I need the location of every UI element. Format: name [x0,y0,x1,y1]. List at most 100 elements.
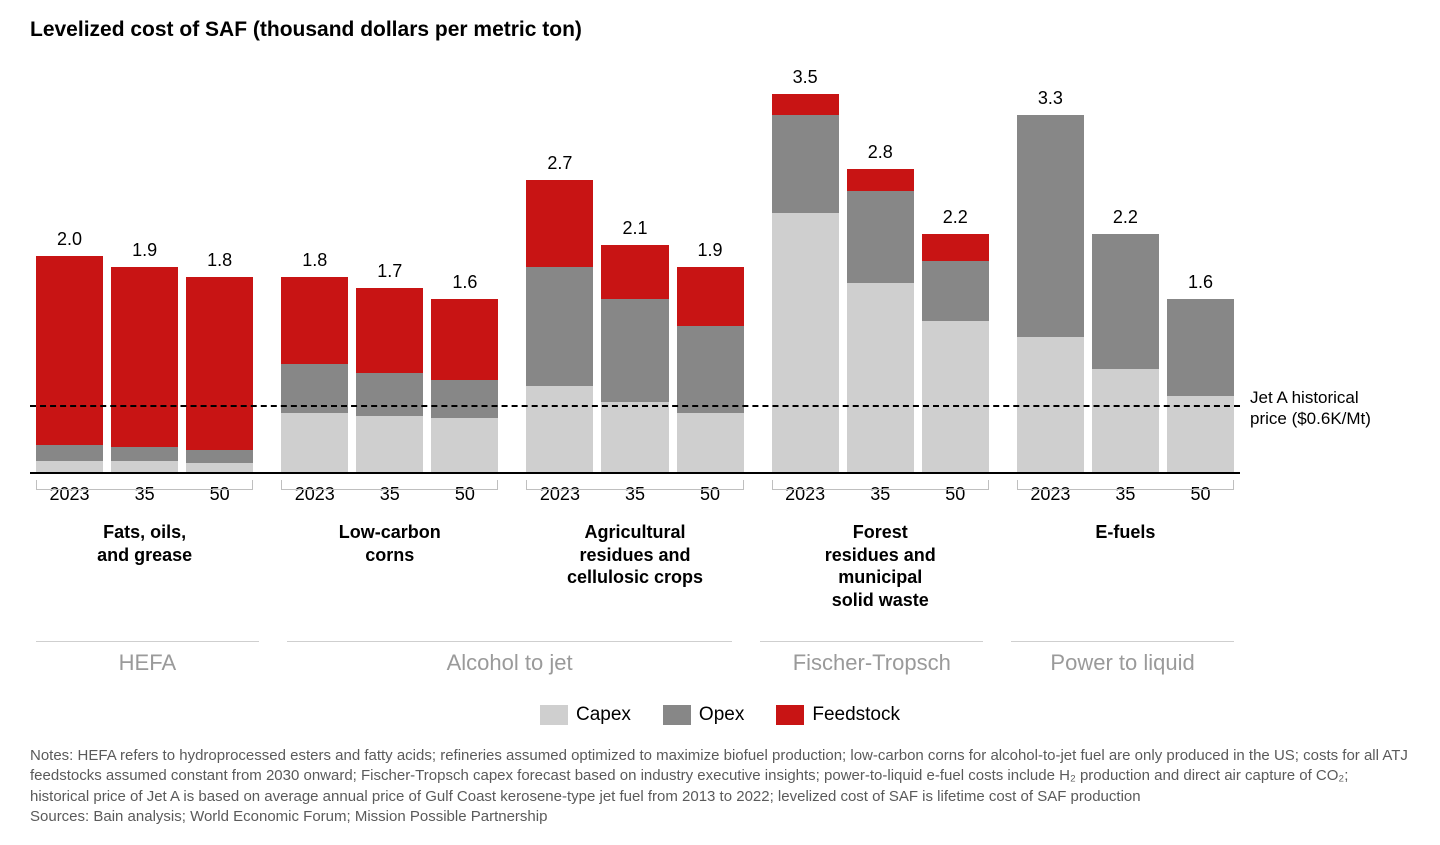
bar-segment-feedstock [772,94,839,116]
bar-group: 3.3 2.2 1.6 [1017,74,1234,472]
bar-column: 2.2 [1092,74,1159,472]
bar-column: 3.3 [1017,74,1084,472]
bar-segment-capex [1167,396,1234,472]
bar-segment-capex [677,413,744,472]
bar-segment-feedstock [526,180,593,266]
stacked-bar [281,277,348,472]
bar-total-label: 2.7 [547,153,572,174]
bar-total-label: 1.9 [132,240,157,261]
bar-column: 3.5 [772,74,839,472]
feedstock-label: Forestresidues andmunicipalsolid waste [772,521,989,611]
bar-total-label: 2.8 [868,142,893,163]
legend-swatch [776,705,804,725]
stacked-bar [1092,234,1159,472]
year-label: 35 [356,480,423,505]
chart-title: Levelized cost of SAF (thousand dollars … [30,18,1410,42]
bar-segment-capex [772,213,839,472]
bar-total-label: 1.6 [452,272,477,293]
bar-segment-feedstock [111,267,178,448]
bar-segment-opex [36,445,103,461]
bar-segment-capex [601,402,668,472]
pathway-label: Fischer-Tropsch [760,641,983,676]
legend-swatch [663,705,691,725]
pathway-label: Alcohol to jet [287,641,733,676]
stacked-bar [1167,299,1234,472]
bar-segment-capex [1092,369,1159,472]
year-label: 2023 [36,480,103,505]
bar-segment-opex [186,450,253,463]
feedstock-label: E-fuels [1017,521,1234,611]
year-label: 35 [111,480,178,505]
stacked-bar [677,267,744,472]
bar-segment-feedstock [847,169,914,191]
bar-segment-capex [431,418,498,472]
bar-total-label: 1.9 [698,240,723,261]
stacked-bar [1017,115,1084,472]
bar-segment-capex [111,461,178,472]
bar-segment-feedstock [281,277,348,363]
bar-segment-opex [772,115,839,212]
stacked-bar [111,267,178,472]
legend-item: Feedstock [776,704,900,726]
year-label: 50 [922,480,989,505]
year-row: 2023355020233550202335502023355020233550 [30,474,1240,505]
jet-a-refline-label: Jet A historical price ($0.6K/Mt) [1250,387,1410,430]
bar-segment-capex [36,461,103,472]
bar-segment-opex [1017,115,1084,337]
stacked-bar [186,277,253,472]
chart-wrap: 2.0 1.9 1.8 1.8 1.7 1.6 2.7 2.1 1.9 3.5 2.8 2.2 3.3 2… [30,74,1410,474]
bar-total-label: 2.2 [1113,207,1138,228]
bar-total-label: 2.0 [57,229,82,250]
notes-text: Notes: HEFA refers to hydroprocessed est… [30,746,1410,807]
bar-segment-capex [356,416,423,472]
bar-column: 1.8 [186,74,253,472]
bar-segment-feedstock [186,277,253,450]
legend-item: Capex [540,704,631,726]
feedstock-label: Agriculturalresidues andcellulosic crops [526,521,743,611]
bar-column: 2.1 [601,74,668,472]
pathway-label: Power to liquid [1011,641,1234,676]
year-group: 20233550 [36,480,253,505]
bar-segment-capex [526,386,593,472]
bar-total-label: 2.1 [622,218,647,239]
stacked-bar [526,180,593,472]
bar-segment-capex [186,463,253,472]
refline-label-l2: price ($0.6K/Mt) [1250,409,1371,428]
bar-segment-opex [356,373,423,416]
year-label: 50 [1167,480,1234,505]
bar-total-label: 1.7 [377,261,402,282]
bar-segment-opex [431,380,498,418]
pathway-label: HEFA [36,641,259,676]
legend-label: Opex [699,704,744,726]
bar-total-label: 2.2 [943,207,968,228]
legend-item: Opex [663,704,744,726]
bar-column: 1.8 [281,74,348,472]
bar-column: 2.8 [847,74,914,472]
jet-a-refline [30,405,1240,407]
chart-area: 2.0 1.9 1.8 1.8 1.7 1.6 2.7 2.1 1.9 3.5 2.8 2.2 3.3 2… [30,74,1240,474]
year-label: 35 [1092,480,1159,505]
year-label: 35 [847,480,914,505]
year-group: 20233550 [281,480,498,505]
year-label: 35 [601,480,668,505]
bar-group: 1.8 1.7 1.6 [281,74,498,472]
year-group: 20233550 [1017,480,1234,505]
stacked-bar [36,256,103,472]
bar-segment-capex [281,413,348,472]
bar-groups: 2.0 1.9 1.8 1.8 1.7 1.6 2.7 2.1 1.9 3.5 2.8 2.2 3.3 2… [30,74,1240,472]
bar-segment-opex [1167,299,1234,396]
bar-segment-feedstock [677,267,744,326]
bar-segment-capex [922,321,989,472]
bar-total-label: 1.8 [207,250,232,271]
bar-total-label: 1.6 [1188,272,1213,293]
stacked-bar [356,288,423,472]
refline-label-l1: Jet A historical [1250,388,1359,407]
year-group: 20233550 [526,480,743,505]
year-label: 2023 [281,480,348,505]
bar-segment-opex [111,447,178,461]
stacked-bar [431,299,498,472]
bar-total-label: 1.8 [302,250,327,271]
stacked-bar [601,245,668,472]
bar-group: 2.0 1.9 1.8 [36,74,253,472]
bar-segment-opex [922,261,989,320]
